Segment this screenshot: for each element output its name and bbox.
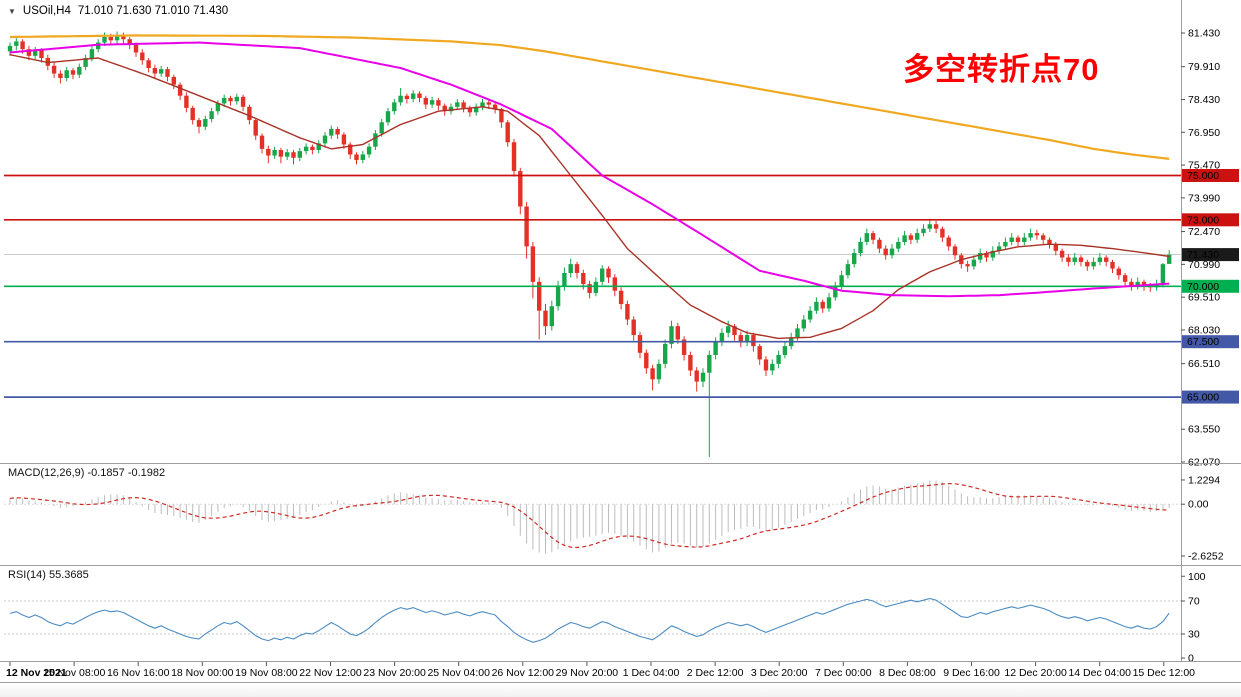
price-badge-67.500: 67.500 (1182, 335, 1239, 349)
svg-text:25 Nov 04:00: 25 Nov 04:00 (427, 667, 490, 679)
svg-text:1.2294: 1.2294 (1188, 474, 1220, 486)
clipped-next-window-strip (0, 684, 1241, 697)
svg-text:71.430: 71.430 (1187, 249, 1219, 261)
svg-text:70: 70 (1188, 596, 1200, 608)
svg-text:73.000: 73.000 (1187, 214, 1219, 226)
macd-histogram (9, 480, 1170, 554)
ma-mid-magenta (9, 41, 1170, 298)
svg-text:75.470: 75.470 (1188, 160, 1220, 172)
svg-text:2 Dec 12:00: 2 Dec 12:00 (687, 667, 744, 679)
svg-text:29 Nov 20:00: 29 Nov 20:00 (556, 667, 619, 679)
svg-text:14 Dec 04:00: 14 Dec 04:00 (1068, 667, 1131, 679)
svg-text:3 Dec 20:00: 3 Dec 20:00 (751, 667, 808, 679)
svg-text:18 Nov 00:00: 18 Nov 00:00 (171, 667, 234, 679)
svg-text:0: 0 (1188, 653, 1194, 665)
current-price-badge: 71.430 (1182, 248, 1239, 262)
svg-text:26 Nov 12:00: 26 Nov 12:00 (492, 667, 555, 679)
price-badge-75.000: 75.000 (1182, 168, 1239, 182)
svg-text:67.500: 67.500 (1187, 336, 1219, 348)
svg-text:81.430: 81.430 (1188, 28, 1220, 40)
macd-panel[interactable]: 1.2294 0.00 -2.6252 (0, 463, 1241, 563)
svg-text:70.990: 70.990 (1188, 259, 1220, 271)
svg-text:62.070: 62.070 (1188, 457, 1220, 469)
ohlc-values: 71.010 71.630 71.010 71.430 (77, 5, 229, 17)
svg-text:15 Nov 08:00: 15 Nov 08:00 (43, 667, 106, 679)
svg-text:76.950: 76.950 (1188, 127, 1220, 139)
svg-text:73.990: 73.990 (1188, 192, 1220, 204)
svg-text:8 Dec 08:00: 8 Dec 08:00 (879, 667, 936, 679)
svg-text:69.510: 69.510 (1188, 292, 1220, 304)
rsi-indicator-label: RSI(14) 55.3685 (8, 569, 89, 581)
svg-text:19 Nov 08:00: 19 Nov 08:00 (235, 667, 298, 679)
ma-slow-orange (9, 34, 1170, 160)
svg-text:9 Dec 16:00: 9 Dec 16:00 (943, 667, 1000, 679)
svg-text:79.910: 79.910 (1188, 61, 1220, 73)
svg-text:100: 100 (1188, 571, 1206, 583)
svg-text:-2.6252: -2.6252 (1188, 550, 1224, 562)
svg-text:0.00: 0.00 (1188, 499, 1209, 511)
macd-signal-line (9, 482, 1170, 549)
svg-text:78.430: 78.430 (1188, 94, 1220, 106)
price-badge-65.000: 65.000 (1182, 390, 1239, 404)
ma-fast-darkred (9, 54, 1170, 340)
svg-text:63.550: 63.550 (1188, 424, 1220, 436)
price-badge-70.000: 70.000 (1182, 279, 1239, 293)
svg-text:72.470: 72.470 (1188, 226, 1220, 238)
chart-header: ▼ USOil,H4 71.010 71.630 71.010 71.430 (8, 5, 228, 17)
svg-text:66.510: 66.510 (1188, 358, 1220, 370)
svg-text:1 Dec 04:00: 1 Dec 04:00 (623, 667, 680, 679)
svg-text:65.000: 65.000 (1187, 392, 1219, 404)
svg-text:7 Dec 00:00: 7 Dec 00:00 (815, 667, 872, 679)
svg-text:15 Dec 12:00: 15 Dec 12:00 (1133, 667, 1196, 679)
svg-text:75.000: 75.000 (1187, 170, 1219, 182)
price-scale[interactable]: 81.430 79.910 78.430 76.950 75.470 73.990 72.4… (1181, 0, 1239, 662)
svg-text:16 Nov 16:00: 16 Nov 16:00 (107, 667, 170, 679)
price-badge-73.000: 73.000 (1182, 213, 1239, 227)
symbol-period-label: USOil,H4 (22, 5, 71, 17)
svg-text:30: 30 (1188, 629, 1200, 641)
svg-text:12 Nov 2021: 12 Nov 2021 (6, 667, 67, 679)
annotation-text-object[interactable]: 多空转折点70 (903, 52, 1100, 87)
svg-text:68.030: 68.030 (1188, 324, 1220, 336)
svg-text:70.000: 70.000 (1187, 281, 1219, 293)
candlestick-series (7, 31, 1172, 457)
svg-text:22 Nov 12:00: 22 Nov 12:00 (299, 667, 362, 679)
svg-text:23 Nov 20:00: 23 Nov 20:00 (363, 667, 426, 679)
main-plot[interactable] (4, 31, 1181, 457)
macd-indicator-label: MACD(12,26,9) -0.1857 -0.1982 (8, 467, 166, 479)
rsi-line (9, 597, 1170, 643)
one-click-trading-toggle-icon[interactable]: ▼ (8, 6, 16, 16)
svg-text:12 Dec 20:00: 12 Dec 20:00 (1004, 667, 1067, 679)
rsi-panel[interactable]: 100 70 30 0 (0, 565, 1241, 665)
